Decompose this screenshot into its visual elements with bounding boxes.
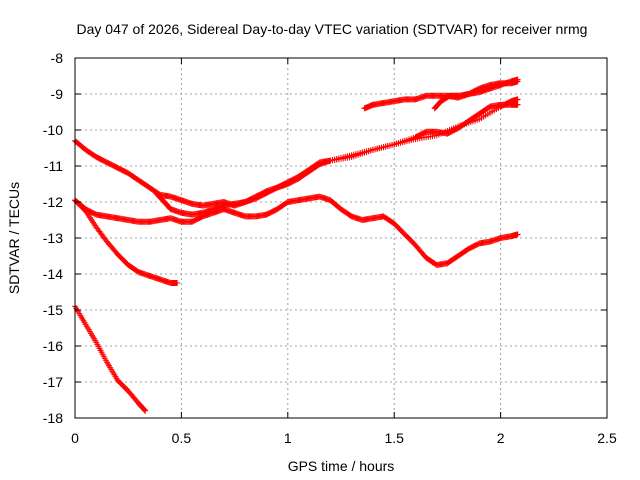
data-series-track — [72, 303, 149, 414]
y-axis-label: SDTVAR / TECUs — [6, 182, 22, 294]
data-point-marker — [174, 280, 181, 286]
y-tick-label: -13 — [43, 230, 63, 246]
x-tick-label: 2 — [497, 430, 505, 446]
data-point-marker — [141, 407, 148, 414]
grid-lines — [75, 58, 607, 418]
x-axis-ticks: 0 0.5 1 1.5 2 2.5 — [71, 58, 617, 446]
y-tick-label: -16 — [43, 338, 63, 354]
y-tick-label: -15 — [43, 302, 63, 318]
data-point-marker — [514, 96, 521, 103]
y-tick-label: -17 — [43, 374, 63, 390]
x-tick-label: 1 — [284, 430, 292, 446]
data-series-track — [431, 76, 521, 112]
y-axis-ticks: -18 -17 -16 -15 -14 -13 -12 -11 -10 -9 -8 — [43, 50, 607, 426]
data-point-marker — [514, 231, 521, 238]
y-tick-label: -9 — [51, 86, 64, 102]
data-series-track — [72, 193, 521, 268]
x-tick-label: 0.5 — [172, 430, 192, 446]
data-point-marker — [514, 76, 521, 83]
y-tick-label: -11 — [44, 158, 63, 174]
data-point-marker — [142, 407, 149, 414]
y-tick-label: -14 — [43, 266, 63, 282]
x-axis-label: GPS time / hours — [288, 458, 395, 474]
chart-title: Day 047 of 2026, Sidereal Day-to-day VTE… — [77, 21, 588, 37]
x-tick-label: 2.5 — [597, 430, 617, 446]
y-tick-label: -12 — [43, 194, 63, 210]
x-tick-label: 0 — [71, 430, 79, 446]
y-tick-label: -18 — [43, 410, 63, 426]
y-tick-label: -8 — [51, 50, 64, 66]
y-tick-label: -10 — [43, 122, 63, 138]
data-series — [72, 76, 521, 414]
data-point-marker — [140, 406, 147, 413]
data-point-marker — [514, 101, 521, 108]
x-tick-label: 1.5 — [384, 430, 404, 446]
data-series-track — [152, 101, 521, 218]
